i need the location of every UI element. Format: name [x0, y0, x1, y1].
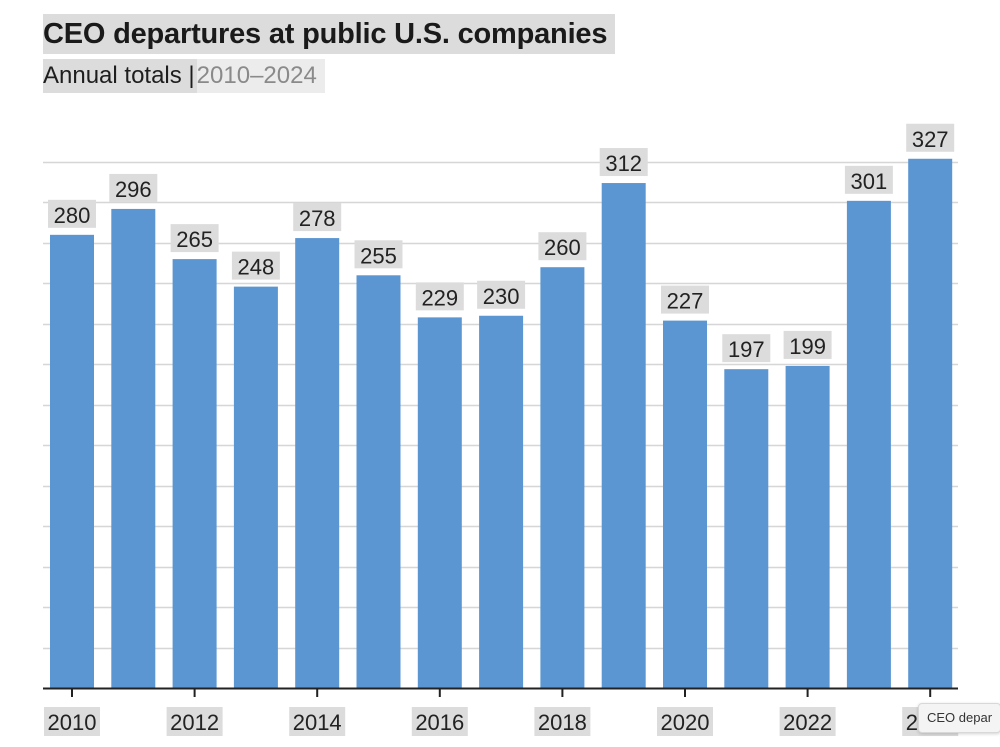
data-label-2016: 229 — [421, 285, 458, 310]
data-label-bg — [170, 224, 219, 253]
tick-label-bg — [289, 707, 346, 736]
data-label-bg — [661, 285, 709, 314]
bars — [50, 158, 953, 689]
bar-2013[interactable] — [233, 286, 278, 688]
subtitle-main: Annual totals | — [43, 59, 197, 93]
data-label-2022: 199 — [789, 334, 826, 359]
tick-label-bg — [166, 707, 223, 736]
x-tick-label-2020: 2020 — [661, 710, 710, 735]
tick-label-bg — [411, 707, 468, 736]
bar-2020[interactable] — [663, 320, 707, 688]
data-label-2019: 312 — [605, 151, 642, 176]
data-label-2010: 280 — [54, 203, 91, 228]
data-label-2024: 327 — [912, 127, 949, 152]
chart-title: CEO departures at public U.S. companies — [43, 14, 616, 54]
bar-2023[interactable] — [846, 200, 891, 688]
data-label-bg — [722, 334, 771, 363]
tick-label-bg — [44, 707, 100, 736]
data-label-bg — [293, 203, 342, 232]
bar-2015[interactable] — [356, 275, 401, 688]
data-label-bg — [231, 251, 280, 280]
data-label-bg — [783, 330, 832, 359]
bar-2018[interactable] — [540, 267, 585, 688]
tick-label-bg — [657, 707, 713, 736]
data-label-bg — [48, 199, 96, 228]
data-label-bg — [538, 232, 587, 261]
x-tick-label-2014: 2014 — [293, 710, 342, 735]
subtitle-range: 2010–2024 — [196, 59, 325, 93]
data-label-2021: 197 — [728, 337, 765, 362]
x-tick-label-2012: 2012 — [170, 710, 219, 735]
x-tick-label-2018: 2018 — [538, 710, 587, 735]
data-label-2023: 301 — [851, 169, 888, 194]
bar-2011[interactable] — [111, 208, 156, 689]
bar-2022[interactable] — [785, 365, 830, 688]
bar-2014[interactable] — [295, 238, 340, 688]
bar-2012[interactable] — [172, 259, 217, 688]
bar-2017[interactable] — [479, 315, 524, 688]
data-label-bg — [844, 165, 893, 194]
tick-label-bg — [779, 707, 836, 736]
data-label-bg — [477, 280, 526, 309]
data-label-bg — [415, 282, 464, 311]
data-label-bg — [354, 240, 403, 269]
data-label-bg — [906, 123, 955, 152]
data-label-2020: 227 — [667, 289, 704, 314]
bar-2010[interactable] — [50, 234, 94, 689]
x-tick-label-2010: 2010 — [48, 710, 97, 735]
bar-2019[interactable] — [601, 183, 646, 689]
bar-2016[interactable] — [417, 317, 462, 688]
bar-2024[interactable] — [908, 158, 953, 689]
data-label-2014: 278 — [299, 206, 336, 231]
data-label-2015: 255 — [360, 243, 397, 268]
x-tick-label-2022: 2022 — [783, 710, 832, 735]
data-labels: 280 296 265 248 278 255 229 230 260 312 227 197 199 3… — [48, 123, 955, 363]
x-tick-label-2016: 2016 — [415, 710, 464, 735]
x-axis: 20102012201420162018202020222024 — [43, 687, 959, 736]
bar-2021[interactable] — [724, 369, 769, 688]
data-label-2017: 230 — [483, 284, 520, 309]
tooltip: CEO depar — [918, 703, 1000, 733]
data-label-bg — [599, 148, 648, 177]
data-label-2018: 260 — [544, 235, 581, 260]
data-label-bg — [109, 173, 158, 202]
chart-subtitle: Annual totals | 2010–2024 — [43, 59, 325, 93]
data-label-2012: 265 — [176, 227, 213, 252]
tick-label-bg — [534, 707, 591, 736]
data-label-2013: 248 — [238, 255, 275, 280]
data-label-2011: 296 — [115, 177, 152, 202]
